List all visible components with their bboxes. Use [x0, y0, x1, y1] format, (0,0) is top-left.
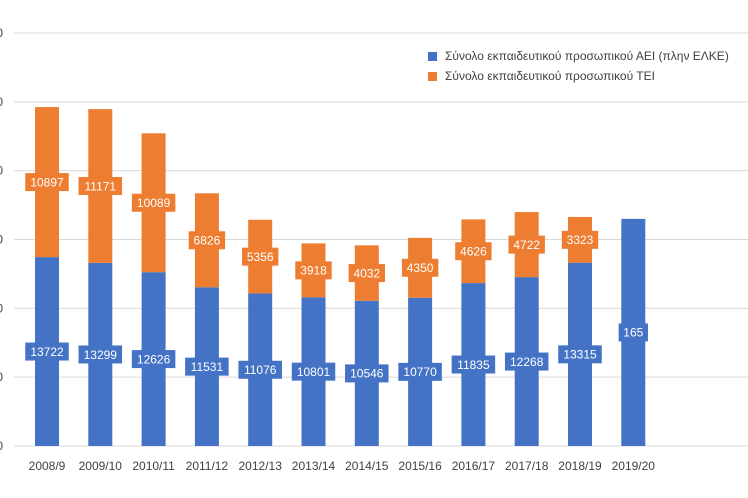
y-tick-label: 25000	[0, 95, 3, 109]
y-tick-label: 20000	[0, 164, 3, 178]
category-label: 2011/12	[186, 459, 229, 473]
category-label: 2015/16	[398, 459, 442, 473]
category-label: 2008/9	[29, 459, 66, 473]
data-label: 10089	[137, 196, 171, 210]
y-tick-label: 15000	[0, 233, 3, 247]
x-axis-category-labels: 2008/9 2009/10 2010/11 2011/12 2012/13 2013/1…	[29, 459, 656, 473]
data-label: 10546	[350, 367, 384, 381]
data-label: 6826	[194, 234, 221, 248]
data-label: 10770	[403, 365, 437, 379]
data-label-box	[558, 345, 602, 364]
data-label-box	[295, 261, 332, 280]
category-label: 2019/20	[612, 459, 656, 473]
y-tick-label: 30000	[0, 26, 3, 40]
data-label-box	[78, 345, 123, 364]
data-label: 13315	[563, 348, 597, 362]
data-label: 11531	[191, 360, 224, 374]
data-label-box	[401, 258, 439, 277]
data-label-box	[188, 231, 226, 250]
data-label: 11076	[244, 363, 277, 377]
y-axis-tick-labels: 0 5000 10000 15000 20000 25000 30000	[0, 26, 3, 453]
category-label: 2017/18	[505, 459, 549, 473]
data-label-box	[78, 177, 123, 196]
data-label-box	[508, 235, 545, 254]
data-label: 11171	[85, 179, 117, 193]
data-label-box	[131, 350, 176, 369]
data-label-box	[561, 230, 599, 249]
y-tick-label: 10000	[0, 301, 3, 315]
bars	[35, 107, 646, 446]
y-tick-label: 5000	[0, 370, 3, 384]
data-label: 10897	[30, 175, 64, 189]
data-label: 5356	[247, 250, 274, 264]
data-label-box	[185, 357, 229, 376]
data-label-box	[345, 364, 389, 383]
category-label: 2009/10	[79, 459, 123, 473]
data-label-box	[25, 342, 69, 361]
legend-label-tei: Σύνολο εκπαιδευτικού προσωπικού ΤΕΙ	[445, 69, 655, 83]
legend-entry-aei: Σύνολο εκπαιδευτικού προσωπικού ΑΕΙ (πλη…	[428, 46, 748, 66]
category-label: 2014/15	[345, 459, 389, 473]
data-label-box	[451, 355, 496, 374]
category-label: 2016/17	[452, 459, 496, 473]
data-label: 4032	[353, 266, 380, 280]
data-label: 13299	[84, 348, 118, 362]
data-label-box	[238, 360, 282, 379]
gridlines	[14, 32, 748, 447]
data-label-box	[348, 264, 385, 283]
category-label: 2010/11	[132, 459, 175, 473]
data-labels: 13722 10897 13299 11171 12626 10089 11531 6826 1…	[25, 173, 648, 383]
category-label: 2013/14	[292, 459, 336, 473]
data-label-box	[504, 352, 549, 371]
data-label: 12626	[137, 352, 171, 366]
data-label-box	[291, 362, 336, 381]
category-label: 2018/19	[558, 459, 602, 473]
data-label-box	[455, 242, 492, 261]
y-tick-label: 0	[0, 439, 3, 453]
data-label-box	[242, 247, 279, 266]
data-label: 3323	[567, 233, 594, 247]
data-label: 165	[623, 326, 643, 340]
data-label: 11835	[457, 358, 490, 372]
data-label: 4722	[513, 238, 540, 252]
data-label-box	[398, 362, 442, 381]
legend-swatch-tei	[428, 71, 437, 81]
legend-label-aei: Σύνολο εκπαιδευτικού προσωπικού ΑΕΙ (πλη…	[445, 49, 729, 63]
data-label: 3918	[300, 264, 327, 278]
data-label: 4350	[407, 261, 434, 275]
legend-entry-tei: Σύνολο εκπαιδευτικού προσωπικού ΤΕΙ	[428, 66, 748, 86]
category-label: 2012/13	[239, 459, 283, 473]
data-label: 13722	[30, 345, 64, 359]
data-label-box	[25, 173, 69, 192]
legend-swatch-aei	[428, 51, 437, 61]
data-label: 4626	[460, 245, 487, 259]
data-label: 12268	[510, 355, 544, 369]
legend: Σύνολο εκπαιδευτικού προσωπικού ΑΕΙ (πλη…	[428, 46, 748, 86]
data-label-box	[618, 323, 648, 342]
data-label: 10801	[297, 365, 331, 379]
data-label-box	[131, 193, 176, 212]
